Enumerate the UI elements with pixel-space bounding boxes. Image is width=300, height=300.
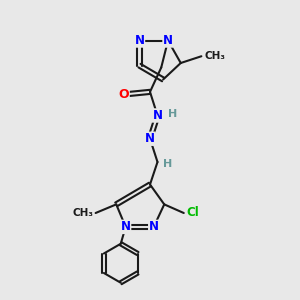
Text: N: N <box>163 34 173 47</box>
Text: Cl: Cl <box>186 206 199 220</box>
Text: H: H <box>168 109 177 119</box>
Text: O: O <box>118 88 129 101</box>
Text: H: H <box>163 159 172 169</box>
Text: CH₃: CH₃ <box>204 51 225 61</box>
Text: N: N <box>121 220 130 233</box>
Text: N: N <box>134 34 145 47</box>
Text: N: N <box>149 220 159 233</box>
Text: N: N <box>152 109 163 122</box>
Text: CH₃: CH₃ <box>72 208 93 218</box>
Text: N: N <box>145 132 155 145</box>
